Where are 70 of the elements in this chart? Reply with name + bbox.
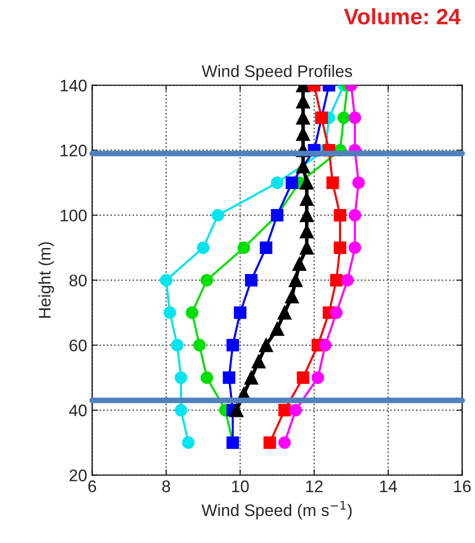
point [348, 208, 362, 222]
x-tick-label: 16 [454, 480, 471, 492]
point [264, 436, 276, 449]
point [245, 274, 258, 286]
point [278, 436, 291, 449]
point [300, 192, 314, 206]
point [330, 306, 343, 319]
point [171, 338, 184, 352]
point [259, 338, 274, 352]
point [326, 176, 339, 189]
y-tick-label: 120 [60, 144, 87, 156]
point [286, 176, 298, 189]
point [182, 436, 195, 449]
point [270, 322, 284, 336]
point [348, 241, 362, 254]
point [296, 160, 310, 174]
point [193, 338, 206, 352]
point [289, 404, 302, 416]
point [334, 208, 346, 222]
point [174, 404, 188, 416]
point [160, 274, 172, 286]
point [312, 371, 324, 384]
point [238, 241, 250, 254]
point [252, 354, 266, 368]
point [186, 306, 198, 319]
point [296, 94, 310, 108]
point [300, 224, 314, 238]
point [278, 404, 291, 416]
point [270, 176, 284, 189]
point [222, 371, 236, 384]
x-tick-label: 8 [162, 480, 170, 492]
point [296, 127, 310, 141]
point [292, 257, 306, 271]
point [234, 306, 246, 319]
point [341, 274, 354, 286]
point [300, 176, 314, 190]
point [338, 111, 350, 124]
point [352, 176, 365, 189]
point [319, 338, 332, 352]
y-tick-label: 100 [60, 210, 87, 222]
point [226, 338, 240, 352]
x-tick-label: 10 [232, 480, 249, 492]
point [260, 241, 272, 254]
y-axis-title: Height (m) [38, 242, 54, 318]
y-tick-label: 80 [69, 274, 87, 286]
point [278, 306, 292, 320]
point [285, 289, 299, 304]
point [212, 208, 224, 222]
point [174, 371, 188, 384]
point [296, 371, 310, 384]
y-tick-label: 20 [70, 470, 87, 482]
x-tick-label: 12 [306, 480, 323, 492]
x-tick-label: 14 [380, 480, 397, 492]
point [348, 111, 362, 124]
x-axis-title: Wind Speed (m s$^{−1}$) [202, 501, 352, 520]
point [244, 370, 258, 385]
point [200, 371, 214, 384]
point [288, 273, 303, 288]
y-tick-label: 140 [60, 80, 87, 92]
point [230, 403, 244, 418]
chart-title: Wind Speed Profiles [202, 64, 352, 80]
text: Volume: 24 [344, 8, 461, 24]
y-tick-label: 60 [70, 340, 87, 352]
point [164, 306, 176, 319]
point [196, 241, 210, 254]
point [330, 274, 343, 286]
x-tick-label: 6 [88, 480, 96, 492]
point [334, 241, 346, 254]
y-tick-label: 40 [69, 404, 87, 416]
point [200, 274, 214, 286]
